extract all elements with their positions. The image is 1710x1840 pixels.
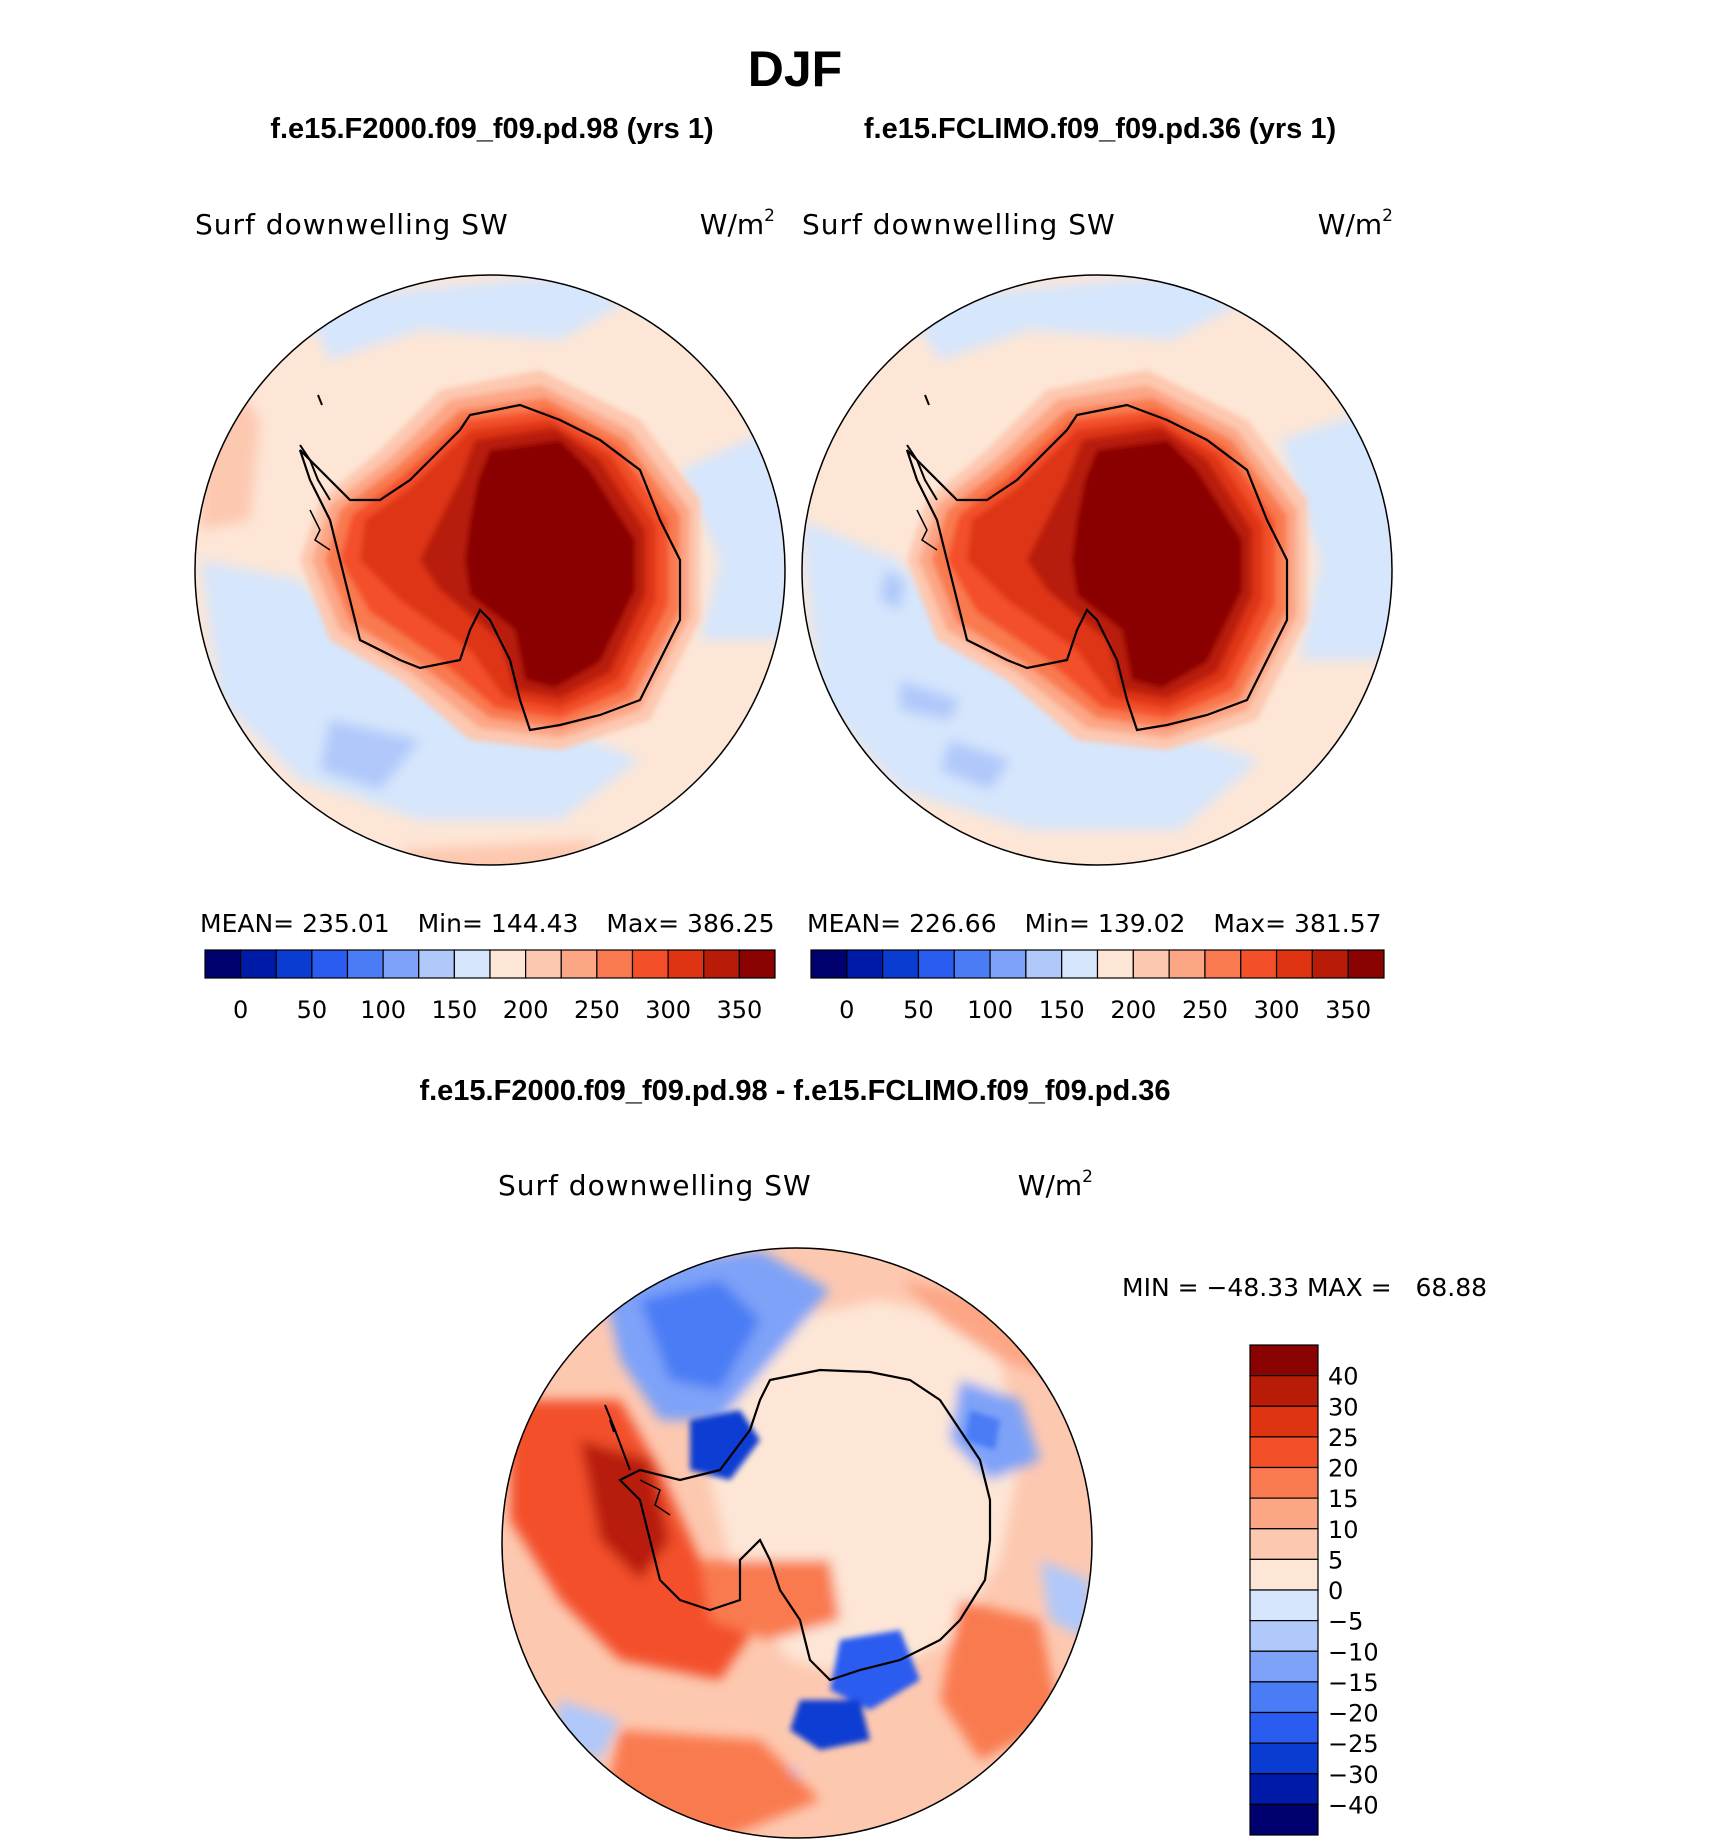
diff-colorbar-label: −40 <box>1328 1791 1379 1819</box>
panel-2-colorbar-swatch <box>1132 949 1170 979</box>
panel-1-colorbar-label: 150 <box>431 996 477 1024</box>
panel-2-colorbar-label: 0 <box>839 996 854 1024</box>
panel-1-colorbar-label: 350 <box>716 996 762 1024</box>
panel-1-colorbar-label: 300 <box>645 996 691 1024</box>
panel-1-colorbar-label: 0 <box>233 996 248 1024</box>
panel-1-colorbar-label: 50 <box>297 996 328 1024</box>
panel-2-colorbar-swatch <box>1096 949 1134 979</box>
panel-2-colorbar-swatch <box>810 949 848 979</box>
panel-2-case-title: f.e15.FCLIMO.f09_f09.pd.36 (yrs 1) <box>864 113 1336 145</box>
panel-1-colorbar-swatch <box>346 949 384 979</box>
diff-colorbar-swatch <box>1249 1344 1319 1377</box>
diff-colorbar-label: 15 <box>1328 1485 1359 1513</box>
panel-2-colorbar-swatch <box>846 949 884 979</box>
panel-1-case-title: f.e15.F2000.f09_f09.pd.98 (yrs 1) <box>270 113 713 145</box>
diff-colorbar-swatch <box>1249 1436 1319 1469</box>
panel-2-colorbar-swatch <box>1275 949 1313 979</box>
panel-2-colorbar-swatch <box>989 949 1027 979</box>
panel-2-variable: Surf downwelling SW <box>802 208 1116 241</box>
panel-1-colorbar-swatch <box>275 949 313 979</box>
panel-2-colorbar-swatch <box>1204 949 1242 979</box>
diff-colorbar-swatch <box>1249 1773 1319 1805</box>
diff-colorbar-label: 0 <box>1328 1577 1343 1605</box>
diff-colorbar-label: −30 <box>1328 1761 1379 1789</box>
diff-colorbar-swatch <box>1249 1405 1319 1438</box>
diff-colorbar-swatch <box>1249 1466 1319 1499</box>
diff-colorbar-swatch <box>1249 1558 1319 1591</box>
panel-1-colorbar-swatch <box>667 949 705 979</box>
diff-colorbar-swatch <box>1249 1528 1319 1560</box>
panel-1-colorbar-swatch <box>703 949 740 979</box>
panel-2-units: W/m2 <box>1318 206 1393 241</box>
diff-colorbar-label: 10 <box>1328 1516 1359 1544</box>
panel-1-colorbar-swatch <box>418 949 455 979</box>
diff-colorbar-label: 30 <box>1328 1393 1359 1421</box>
panel-2-colorbar-swatch <box>1061 949 1099 979</box>
diff-map <box>501 1247 1093 1839</box>
panel-1-colorbar-label: 100 <box>360 996 406 1024</box>
panel-1-variable: Surf downwelling SW <box>195 208 509 241</box>
diff-colorbar-label: 20 <box>1328 1455 1359 1483</box>
panel-1-colorbar-swatch <box>738 949 776 979</box>
diff-colorbar-label: 5 <box>1328 1546 1343 1574</box>
panel-1-colorbar-swatch <box>596 949 634 979</box>
figure-title: DJF <box>748 41 842 97</box>
panel-2-colorbar-swatch <box>1347 949 1385 979</box>
panel-2-colorbar-swatch <box>1168 949 1206 979</box>
panel-2-colorbar: 0 50 100 150 200 250 300 350 <box>810 949 1385 1024</box>
diff-colorbar-label: 25 <box>1328 1424 1359 1452</box>
panel-1-colorbar-swatch <box>631 949 669 979</box>
diff-units: W/m2 <box>1018 1167 1093 1202</box>
diff-colorbar-label: −25 <box>1328 1730 1379 1758</box>
diff-colorbar-swatch <box>1249 1620 1319 1652</box>
diff-colorbar-label: −10 <box>1328 1638 1379 1666</box>
panel-1-colorbar-swatch <box>453 949 491 979</box>
panel-1-colorbar-label: 250 <box>574 996 620 1024</box>
panel-1-colorbar-swatch <box>382 949 420 979</box>
panel-2-colorbar-label: 250 <box>1182 996 1228 1024</box>
panel-2-colorbar-label: 150 <box>1039 996 1085 1024</box>
diff-variable: Surf downwelling SW <box>498 1169 812 1202</box>
diff-colorbar-swatch <box>1249 1742 1319 1775</box>
panel-2-colorbar-swatch <box>1240 949 1278 979</box>
diff-colorbar-swatch <box>1249 1497 1319 1530</box>
panel-2-colorbar-label: 200 <box>1110 996 1156 1024</box>
panel-1-colorbar-swatch <box>525 949 562 979</box>
panel-2-colorbar-label: 300 <box>1254 996 1300 1024</box>
panel-1-colorbar-swatch <box>560 949 598 979</box>
panel-2-colorbar-label: 50 <box>903 996 934 1024</box>
panel-2-stats: MEAN= 226.66 Min= 139.02 Max= 381.57 <box>807 909 1382 938</box>
diff-colorbar-label: −20 <box>1328 1700 1379 1728</box>
panel-1-colorbar-swatch <box>240 949 277 979</box>
panel-1-map <box>194 274 786 866</box>
panel-1-colorbar: 0 50 100 150 200 250 300 350 <box>204 949 776 1024</box>
panel-1-colorbar-label: 200 <box>503 996 549 1024</box>
panel-2-colorbar-swatch <box>1311 949 1349 979</box>
diff-colorbar-label: −5 <box>1328 1608 1363 1636</box>
diff-colorbar-swatch <box>1249 1711 1319 1744</box>
diff-colorbar-swatch <box>1249 1650 1319 1683</box>
panel-1-stats: MEAN= 235.01 Min= 144.43 Max= 386.25 <box>200 909 775 938</box>
diff-title: f.e15.F2000.f09_f09.pd.98 - f.e15.FCLIMO… <box>419 1075 1170 1107</box>
panel-2-colorbar-label: 100 <box>967 996 1013 1024</box>
panel-2-colorbar-swatch <box>882 949 920 979</box>
diff-minmax: MIN = −48.33 MAX = 68.88 <box>1122 1273 1487 1302</box>
diff-colorbar-swatch <box>1249 1681 1319 1714</box>
diff-colorbar-label: −15 <box>1328 1669 1379 1697</box>
diff-colorbar-swatch <box>1249 1803 1319 1836</box>
diff-colorbar-label: 40 <box>1328 1363 1359 1391</box>
panel-1-colorbar-swatch <box>489 949 527 979</box>
panel-2-colorbar-swatch <box>917 949 955 979</box>
panel-1-colorbar-swatch <box>311 949 349 979</box>
diff-colorbar-swatch <box>1249 1375 1319 1407</box>
panel-2-map <box>801 274 1393 866</box>
panel-1-colorbar-swatch <box>204 949 242 979</box>
diff-colorbar-swatch <box>1249 1589 1319 1622</box>
panel-2-colorbar-swatch <box>1025 949 1063 979</box>
panel-1-units: W/m2 <box>700 206 775 241</box>
panel-2-colorbar-swatch <box>953 949 991 979</box>
panel-2-colorbar-label: 350 <box>1325 996 1371 1024</box>
